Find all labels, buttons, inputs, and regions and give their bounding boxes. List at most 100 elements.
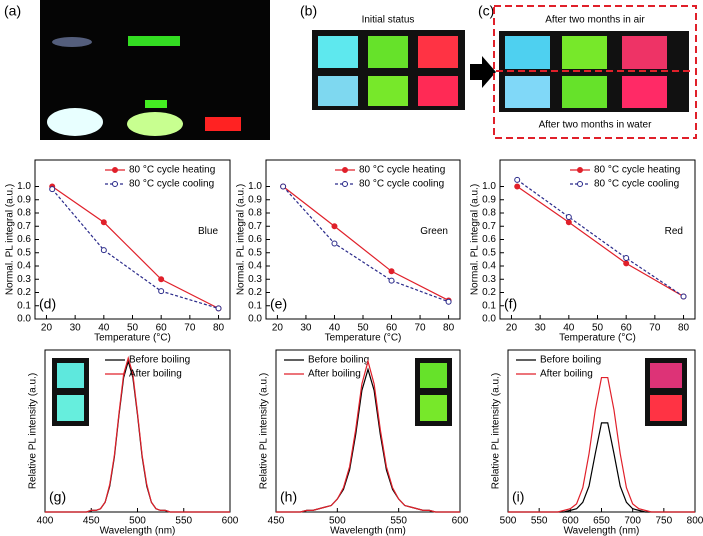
y-tick-label: 0.7 (248, 221, 262, 232)
series-line (282, 186, 449, 301)
y-tick-label: 0.1 (17, 300, 31, 311)
x-tick-label: 20 (41, 323, 53, 334)
point (388, 268, 395, 275)
caption: After two months in air (545, 15, 645, 26)
series-line (508, 422, 695, 513)
x-tick-label: 650 (593, 516, 610, 527)
point (331, 223, 338, 230)
x-axis-label: Temperature (°C) (325, 333, 402, 344)
point (514, 183, 521, 190)
legend-marker (342, 181, 348, 187)
x-tick-label: 30 (535, 323, 547, 334)
x-tick-label: 60 (621, 323, 633, 334)
panel-label: (e) (270, 296, 287, 312)
y-tick-label: 0.4 (482, 261, 496, 272)
y-tick-label: 0.2 (17, 287, 31, 298)
sample (368, 36, 408, 68)
x-tick-label: 60 (386, 323, 398, 334)
point (49, 186, 56, 193)
x-tick-label: 550 (531, 516, 548, 527)
series-line (508, 376, 695, 513)
x-tick-label: 400 (37, 516, 54, 527)
caption: After two months in water (539, 120, 652, 131)
x-axis-label: Temperature (°C) (94, 333, 171, 344)
legend-label: 80 °C cycle heating (594, 165, 680, 176)
x-tick-label: 600 (222, 516, 239, 527)
point (623, 260, 630, 267)
panel-label: (d) (39, 296, 56, 312)
x-tick-label: 80 (443, 323, 455, 334)
y-tick-label: 0.6 (482, 234, 496, 245)
arrow (470, 56, 496, 88)
y-axis-label: Normal. PL integral (a.u.) (470, 184, 481, 295)
sample (505, 36, 550, 69)
legend-label: Before boiling (308, 355, 369, 366)
sample (505, 76, 550, 108)
point (514, 176, 521, 183)
series-line (51, 188, 219, 309)
y-axis-label: Normal. PL integral (a.u.) (5, 184, 16, 295)
x-tick-label: 60 (156, 323, 168, 334)
sample (562, 36, 607, 69)
y-tick-label: 1.0 (248, 181, 262, 192)
series-line (45, 355, 230, 513)
point (623, 255, 630, 262)
series-line (516, 186, 684, 297)
x-tick-label: 50 (592, 323, 604, 334)
x-axis-label: Wavelength (nm) (330, 526, 406, 536)
y-tick-label: 0.5 (248, 247, 262, 258)
y-tick-label: 0.2 (248, 287, 262, 298)
point (280, 183, 287, 190)
x-tick-label: 600 (562, 516, 579, 527)
x-tick-label: 550 (175, 516, 192, 527)
y-tick-label: 0.6 (248, 234, 262, 245)
legend-marker (577, 167, 583, 173)
x-tick-label: 70 (184, 323, 196, 334)
y-tick-label: 0.3 (17, 274, 31, 285)
x-tick-label: 700 (624, 516, 641, 527)
point (565, 219, 572, 226)
point (331, 240, 338, 247)
x-tick-label: 80 (678, 323, 690, 334)
y-tick-label: 0.4 (248, 261, 262, 272)
sample (418, 76, 458, 106)
legend-label: After boiling (129, 369, 182, 380)
sample (650, 395, 682, 421)
dashed-box (493, 5, 697, 139)
legend-label: 80 °C cycle cooling (129, 179, 214, 190)
panel-label: (b) (300, 3, 317, 19)
sample (57, 395, 84, 421)
panel-label: (g) (49, 489, 66, 505)
y-tick-label: 0.1 (248, 300, 262, 311)
x-axis-label: Wavelength (nm) (100, 526, 176, 536)
glow (127, 112, 183, 136)
point (158, 288, 165, 295)
panel-label: (a) (4, 3, 21, 19)
legend-label: 80 °C cycle cooling (594, 179, 679, 190)
series-line (276, 359, 460, 513)
point (445, 298, 452, 305)
x-tick-label: 30 (70, 323, 82, 334)
x-tick-label: 600 (452, 516, 469, 527)
y-tick-label: 0.5 (482, 247, 496, 258)
y-tick-label: 0.7 (17, 221, 31, 232)
x-tick-label: 40 (329, 323, 341, 334)
glow (205, 117, 241, 131)
sample (420, 395, 447, 421)
point (565, 213, 572, 220)
y-tick-label: 0.5 (17, 247, 31, 258)
x-tick-label: 750 (655, 516, 672, 527)
plot-frame (275, 349, 461, 513)
point (100, 247, 107, 254)
legend-marker (112, 181, 118, 187)
y-tick-label: 0.2 (482, 287, 496, 298)
y-tick-label: 1.0 (17, 181, 31, 192)
x-tick-label: 550 (390, 516, 407, 527)
y-tick-label: 0.1 (482, 300, 496, 311)
x-tick-label: 70 (414, 323, 426, 334)
legend-label: 80 °C cycle cooling (359, 179, 444, 190)
panel-label: (i) (512, 489, 524, 505)
glow (145, 100, 167, 108)
caption: Initial status (362, 15, 415, 26)
